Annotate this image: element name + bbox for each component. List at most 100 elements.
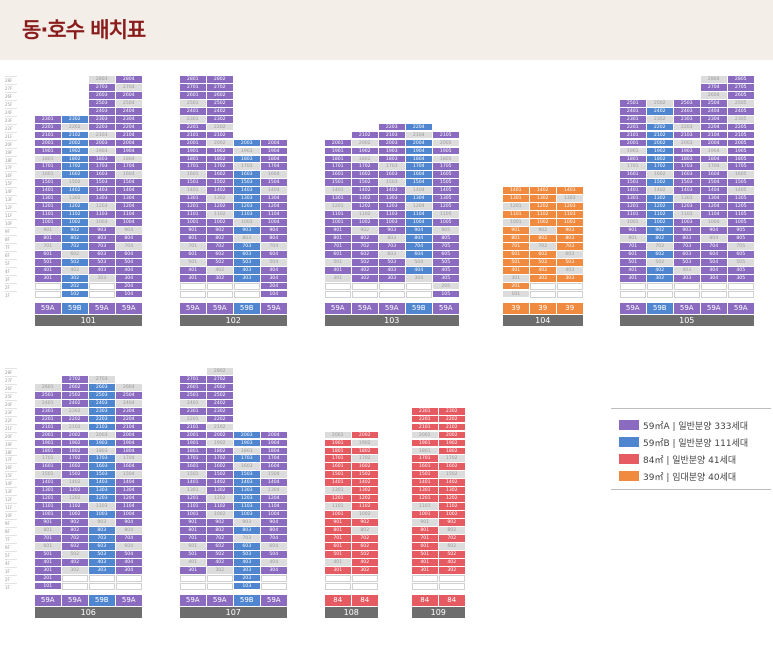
- unit-cell: 1304: [406, 195, 432, 203]
- unit-cell: 302: [352, 566, 378, 575]
- piloti-cell: [234, 282, 260, 291]
- unit-cell: 1904: [406, 147, 432, 156]
- unit-cell: 1603: [379, 171, 405, 180]
- unit-cell: 704: [406, 242, 432, 251]
- unit-cell: 1002: [207, 219, 233, 227]
- unit-cell: 2004: [406, 139, 432, 148]
- unit-cell: 403: [379, 266, 405, 275]
- unit-cell: 403: [674, 266, 700, 275]
- unit-cell: 2404: [701, 107, 727, 116]
- unit-cell: 1003: [234, 511, 260, 519]
- unit-cell: 1005: [433, 219, 459, 227]
- unit-cell: 201: [35, 574, 61, 583]
- unit-cell: 1001: [180, 219, 206, 227]
- unit-cell: 804: [701, 235, 727, 243]
- unit-cell: 1701: [180, 455, 206, 464]
- unit-cell: 602: [647, 250, 673, 259]
- unit-cell: 502: [62, 550, 88, 559]
- unit-cell: 502: [62, 258, 88, 267]
- unit-cell: 1804: [116, 447, 142, 456]
- unit-cell: 1004: [116, 219, 142, 227]
- unit-cell: 904: [116, 519, 142, 527]
- unit-cell: 501: [180, 550, 206, 559]
- legend-bottom-divider: [611, 489, 771, 490]
- unit-cell: 2404: [116, 107, 142, 116]
- unit-cell: 2302: [62, 115, 88, 124]
- unit-type-label: 59A: [207, 594, 233, 606]
- unit-column: 101 201 301 401 501 601 701 801 901 1001 1101 1201 1…: [35, 368, 61, 591]
- unit-cell: 2203: [379, 123, 405, 132]
- unit-cell: 1504: [116, 179, 142, 188]
- unit-cell: 1103: [557, 211, 583, 219]
- unit-cell: 1403: [557, 187, 583, 196]
- unit-cell: 2502: [62, 391, 88, 400]
- unit-cell: 903: [379, 227, 405, 235]
- unit-cell: 504: [261, 550, 287, 559]
- unit-cell: 1101: [412, 503, 438, 511]
- legend-top-divider: [611, 408, 771, 409]
- unit-cell: 1304: [116, 195, 142, 203]
- unit-cell: 1702: [352, 455, 378, 464]
- piloti-cell: [406, 290, 432, 299]
- unit-cell: 2004: [701, 139, 727, 148]
- unit-cell: 1301: [180, 487, 206, 495]
- unit-cell: 304: [261, 274, 287, 283]
- floor-label: 3F: [5, 566, 17, 574]
- unit-cell: 603: [89, 250, 115, 259]
- unit-cell: 1602: [62, 171, 88, 180]
- unit-cell: 1502: [352, 471, 378, 480]
- unit-cell: 2702: [62, 375, 88, 384]
- floor-label: 17F: [5, 163, 17, 170]
- unit-cell: 1402: [62, 187, 88, 196]
- unit-cell: 1403: [379, 187, 405, 196]
- unit-cell: 1502: [207, 471, 233, 480]
- floor-label: 12F: [5, 203, 17, 210]
- piloti-cell: [89, 290, 115, 299]
- unit-cell: 402: [62, 266, 88, 275]
- unit-cell: 1102: [352, 503, 378, 511]
- floor-label: 2F: [5, 282, 17, 290]
- building-number: 108: [325, 606, 378, 618]
- unit-cell: 2302: [62, 407, 88, 416]
- unit-cell: 702: [207, 242, 233, 251]
- unit-cell: 2401: [620, 107, 646, 116]
- unit-cell: 504: [406, 258, 432, 267]
- unit-cell: 1102: [62, 211, 88, 219]
- unit-cell: 1502: [439, 471, 465, 480]
- piloti-cell: [352, 290, 378, 299]
- floor-label: 24F: [5, 107, 17, 115]
- unit-cell: 2301: [620, 115, 646, 124]
- unit-type-label: 59A: [207, 302, 233, 314]
- unit-cell: 502: [647, 258, 673, 267]
- unit-cell: 1501: [180, 471, 206, 480]
- unit-cell: 903: [234, 519, 260, 527]
- unit-cell: 2504: [701, 99, 727, 108]
- unit-cell: 1604: [261, 463, 287, 472]
- unit-cell: 1203: [674, 203, 700, 211]
- unit-cell: 2202: [207, 415, 233, 424]
- unit-cell: 1801: [325, 155, 351, 164]
- unit-cell: 504: [116, 550, 142, 559]
- unit-cell: 1603: [674, 171, 700, 180]
- unit-cell: 1502: [207, 179, 233, 188]
- unit-cell: 2202: [62, 415, 88, 424]
- unit-type-label: 59A: [674, 302, 700, 314]
- unit-cell: 2001: [412, 431, 438, 440]
- unit-cell: 1402: [207, 479, 233, 488]
- unit-cell: 1604: [406, 171, 432, 180]
- unit-cell: 1004: [261, 219, 287, 227]
- unit-cell: 2003: [379, 139, 405, 148]
- unit-cell: 904: [701, 227, 727, 235]
- floor-label: 14F: [5, 187, 17, 194]
- floor-label: 20F: [5, 431, 17, 439]
- unit-cell: 603: [379, 250, 405, 259]
- unit-cell: 1905: [728, 147, 754, 156]
- unit-cell: 104: [116, 290, 142, 299]
- unit-cell: 301: [325, 566, 351, 575]
- unit-cell: 903: [674, 227, 700, 235]
- unit-cell: 1004: [701, 219, 727, 227]
- unit-cell: 1605: [728, 171, 754, 180]
- unit-cell: 1701: [35, 163, 61, 172]
- unit-cell: 1204: [701, 203, 727, 211]
- unit-cell: 1001: [325, 511, 351, 519]
